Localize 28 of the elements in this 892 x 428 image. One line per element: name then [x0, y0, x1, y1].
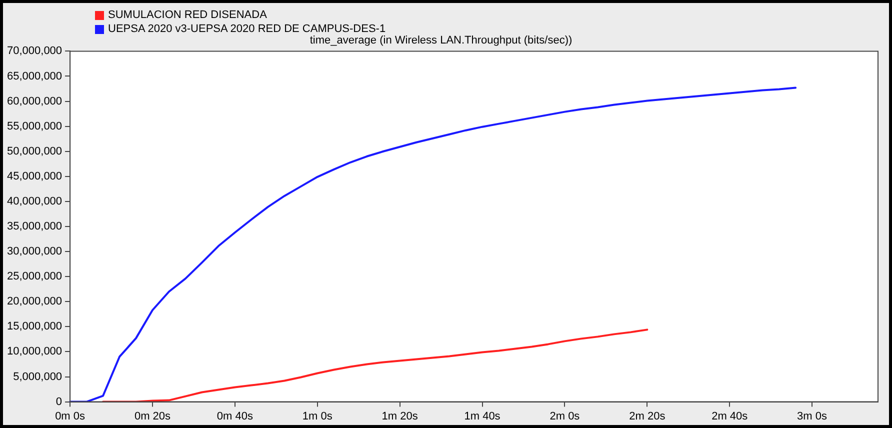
legend-label: SUMULACION RED DISENADA	[108, 8, 267, 22]
y-tick-label: 20,000,000	[6, 296, 62, 308]
y-tick-label: 50,000,000	[6, 145, 62, 158]
y-tick-label: 35,000,000	[6, 220, 62, 233]
y-tick-label: 10,000,000	[6, 346, 62, 358]
y-tick-label: 0	[56, 396, 62, 408]
y-tick-label: 65,000,000	[6, 70, 62, 82]
y-tick-label: 30,000,000	[6, 246, 62, 258]
x-tick-label: 0m 20s	[134, 410, 172, 422]
x-tick-label: 0m 0s	[55, 410, 86, 422]
x-tick-label: 1m 40s	[464, 410, 501, 422]
x-tick-label: 2m 40s	[712, 410, 748, 422]
y-tick-label: 55,000,000	[6, 120, 62, 132]
y-tick-label: 5,000,000	[13, 370, 62, 383]
x-tick-label: 1m 20s	[382, 410, 418, 422]
y-tick-label: 45,000,000	[6, 170, 62, 182]
y-tick-label: 15,000,000	[6, 320, 62, 333]
y-tick-label: 40,000,000	[6, 195, 62, 208]
x-tick-label: 3m 0s	[797, 410, 828, 422]
x-tick-label: 2m 0s	[550, 410, 580, 422]
chart-title: time_average (in Wireless LAN.Throughput (bits/sec))	[310, 34, 572, 47]
y-tick-label: 60,000,000	[6, 95, 62, 108]
x-tick-label: 2m 20s	[629, 410, 666, 422]
y-tick-label: 25,000,000	[6, 270, 62, 283]
y-tick-label: 70,000,000	[6, 45, 62, 58]
x-tick-label: 0m 40s	[216, 410, 254, 422]
legend-label: UEPSA 2020 v3-UEPSA 2020 RED DE CAMPUS-DES-1	[108, 22, 386, 36]
x-tick-label: 1m 0s	[302, 410, 333, 422]
